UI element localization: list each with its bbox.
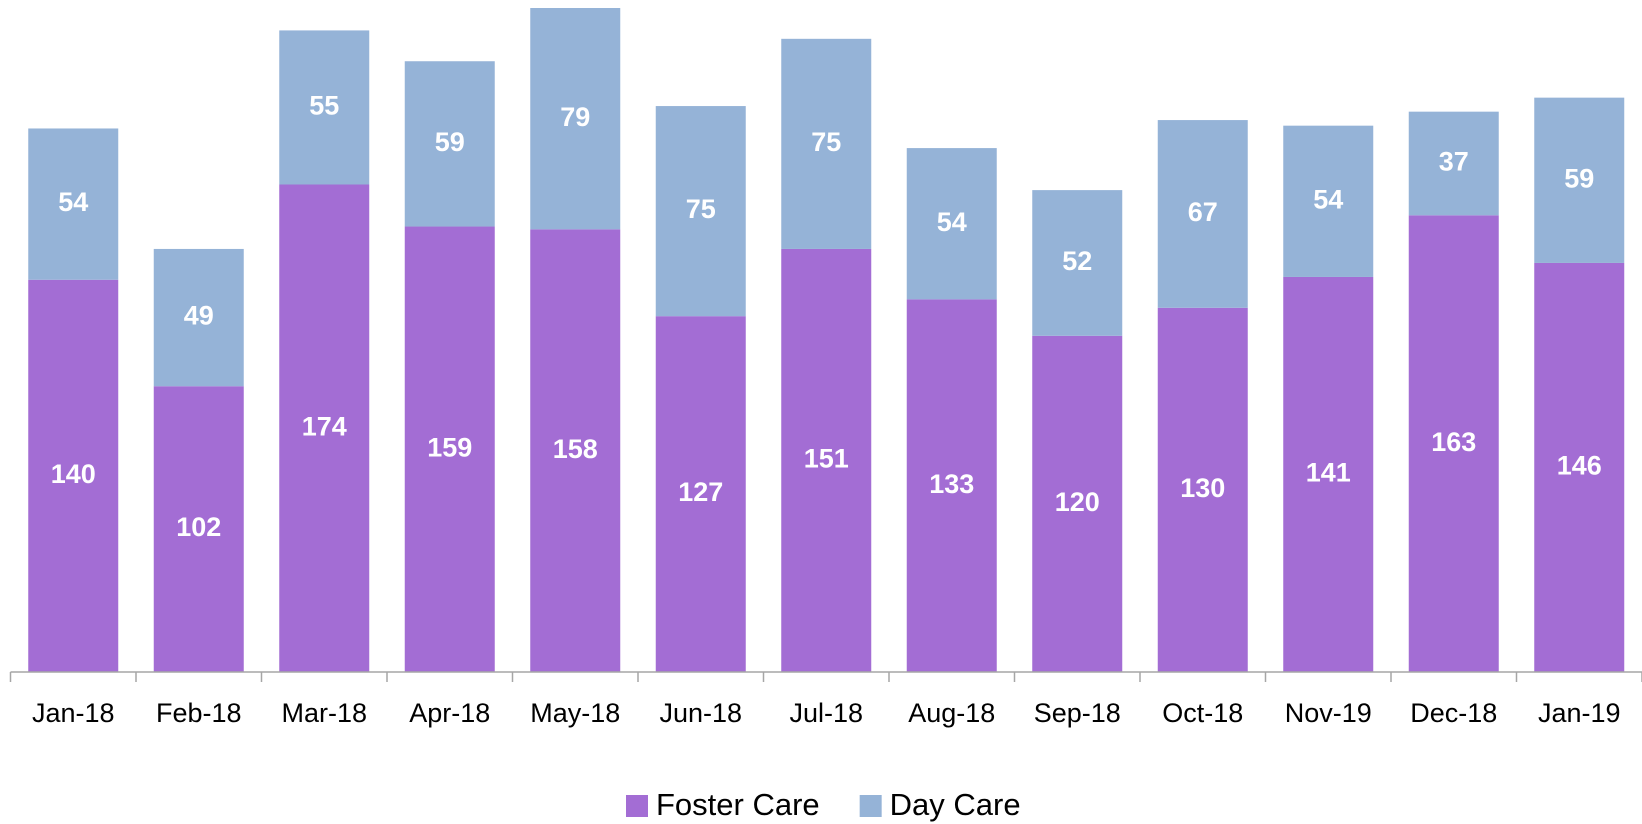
data-label: 59 bbox=[1564, 163, 1594, 193]
data-label: 174 bbox=[302, 411, 347, 441]
data-label: 151 bbox=[804, 444, 849, 474]
legend-swatch bbox=[859, 795, 882, 817]
bar-segment bbox=[781, 248, 872, 673]
bar-segment bbox=[530, 8, 621, 230]
bar-segment bbox=[279, 184, 370, 672]
data-label: 127 bbox=[678, 477, 723, 507]
bar-segment bbox=[1157, 120, 1248, 308]
bar-segment bbox=[279, 30, 370, 185]
x-tick-label: Feb-18 bbox=[156, 698, 242, 728]
data-label: 59 bbox=[435, 127, 465, 157]
data-label: 55 bbox=[309, 91, 339, 121]
bar-segment bbox=[655, 316, 746, 672]
data-label: 120 bbox=[1055, 487, 1100, 517]
data-label: 54 bbox=[58, 187, 88, 217]
bar-segment bbox=[404, 61, 495, 227]
bar-segment bbox=[530, 229, 621, 673]
bar-segment bbox=[1408, 215, 1499, 672]
x-tick-label: May-18 bbox=[530, 698, 620, 728]
bar-segment bbox=[1534, 97, 1625, 263]
bar-segment bbox=[655, 106, 746, 317]
bar-segment bbox=[404, 226, 495, 672]
bar-segment bbox=[906, 148, 997, 300]
x-tick-label: Jan-19 bbox=[1538, 698, 1621, 728]
data-label: 67 bbox=[1188, 197, 1218, 227]
data-label: 75 bbox=[811, 127, 841, 157]
data-label: 102 bbox=[176, 512, 221, 542]
x-tick-label: Jun-18 bbox=[659, 698, 742, 728]
data-label: 159 bbox=[427, 432, 472, 462]
x-tick-label: Dec-18 bbox=[1410, 698, 1497, 728]
bar-segment bbox=[1032, 335, 1123, 672]
bar-segment bbox=[1534, 262, 1625, 672]
x-tick-label: Sep-18 bbox=[1034, 698, 1121, 728]
data-label: 79 bbox=[560, 102, 590, 132]
bar-segment bbox=[1283, 125, 1374, 277]
data-label: 163 bbox=[1431, 427, 1476, 457]
x-tick-label: Jul-18 bbox=[789, 698, 863, 728]
bar-segment bbox=[781, 38, 872, 249]
x-tick-label: Apr-18 bbox=[409, 698, 490, 728]
bar-segment bbox=[1032, 190, 1123, 336]
data-label: 140 bbox=[51, 459, 96, 489]
data-label: 75 bbox=[686, 194, 716, 224]
data-label: 49 bbox=[184, 301, 214, 331]
bar-segment bbox=[28, 128, 119, 280]
bar-segment bbox=[28, 279, 119, 672]
bar-segment bbox=[153, 248, 244, 387]
data-label: 133 bbox=[929, 469, 974, 499]
x-tick-label: Oct-18 bbox=[1162, 698, 1243, 728]
x-tick-label: Nov-19 bbox=[1285, 698, 1372, 728]
x-tick-label: Aug-18 bbox=[908, 698, 995, 728]
data-label: 54 bbox=[937, 207, 967, 237]
bar-segment bbox=[1283, 276, 1374, 672]
data-label: 52 bbox=[1062, 246, 1092, 276]
data-label: 158 bbox=[553, 434, 598, 464]
x-tick-label: Mar-18 bbox=[281, 698, 367, 728]
bar-segment bbox=[1408, 111, 1499, 216]
legend: Foster Care Day Care bbox=[626, 787, 1021, 822]
data-label: 130 bbox=[1180, 473, 1225, 503]
bar-segment bbox=[1157, 307, 1248, 672]
bar-segment bbox=[153, 386, 244, 672]
legend-label: Day Care bbox=[890, 787, 1021, 822]
data-label: 141 bbox=[1306, 458, 1351, 488]
data-label: 146 bbox=[1557, 451, 1602, 481]
legend-label: Foster Care bbox=[656, 787, 820, 822]
data-label: 37 bbox=[1439, 147, 1469, 177]
legend-swatch bbox=[626, 795, 648, 817]
data-label: 54 bbox=[1313, 184, 1343, 214]
x-tick-label: Jan-18 bbox=[32, 698, 115, 728]
bar-segment bbox=[906, 299, 997, 672]
